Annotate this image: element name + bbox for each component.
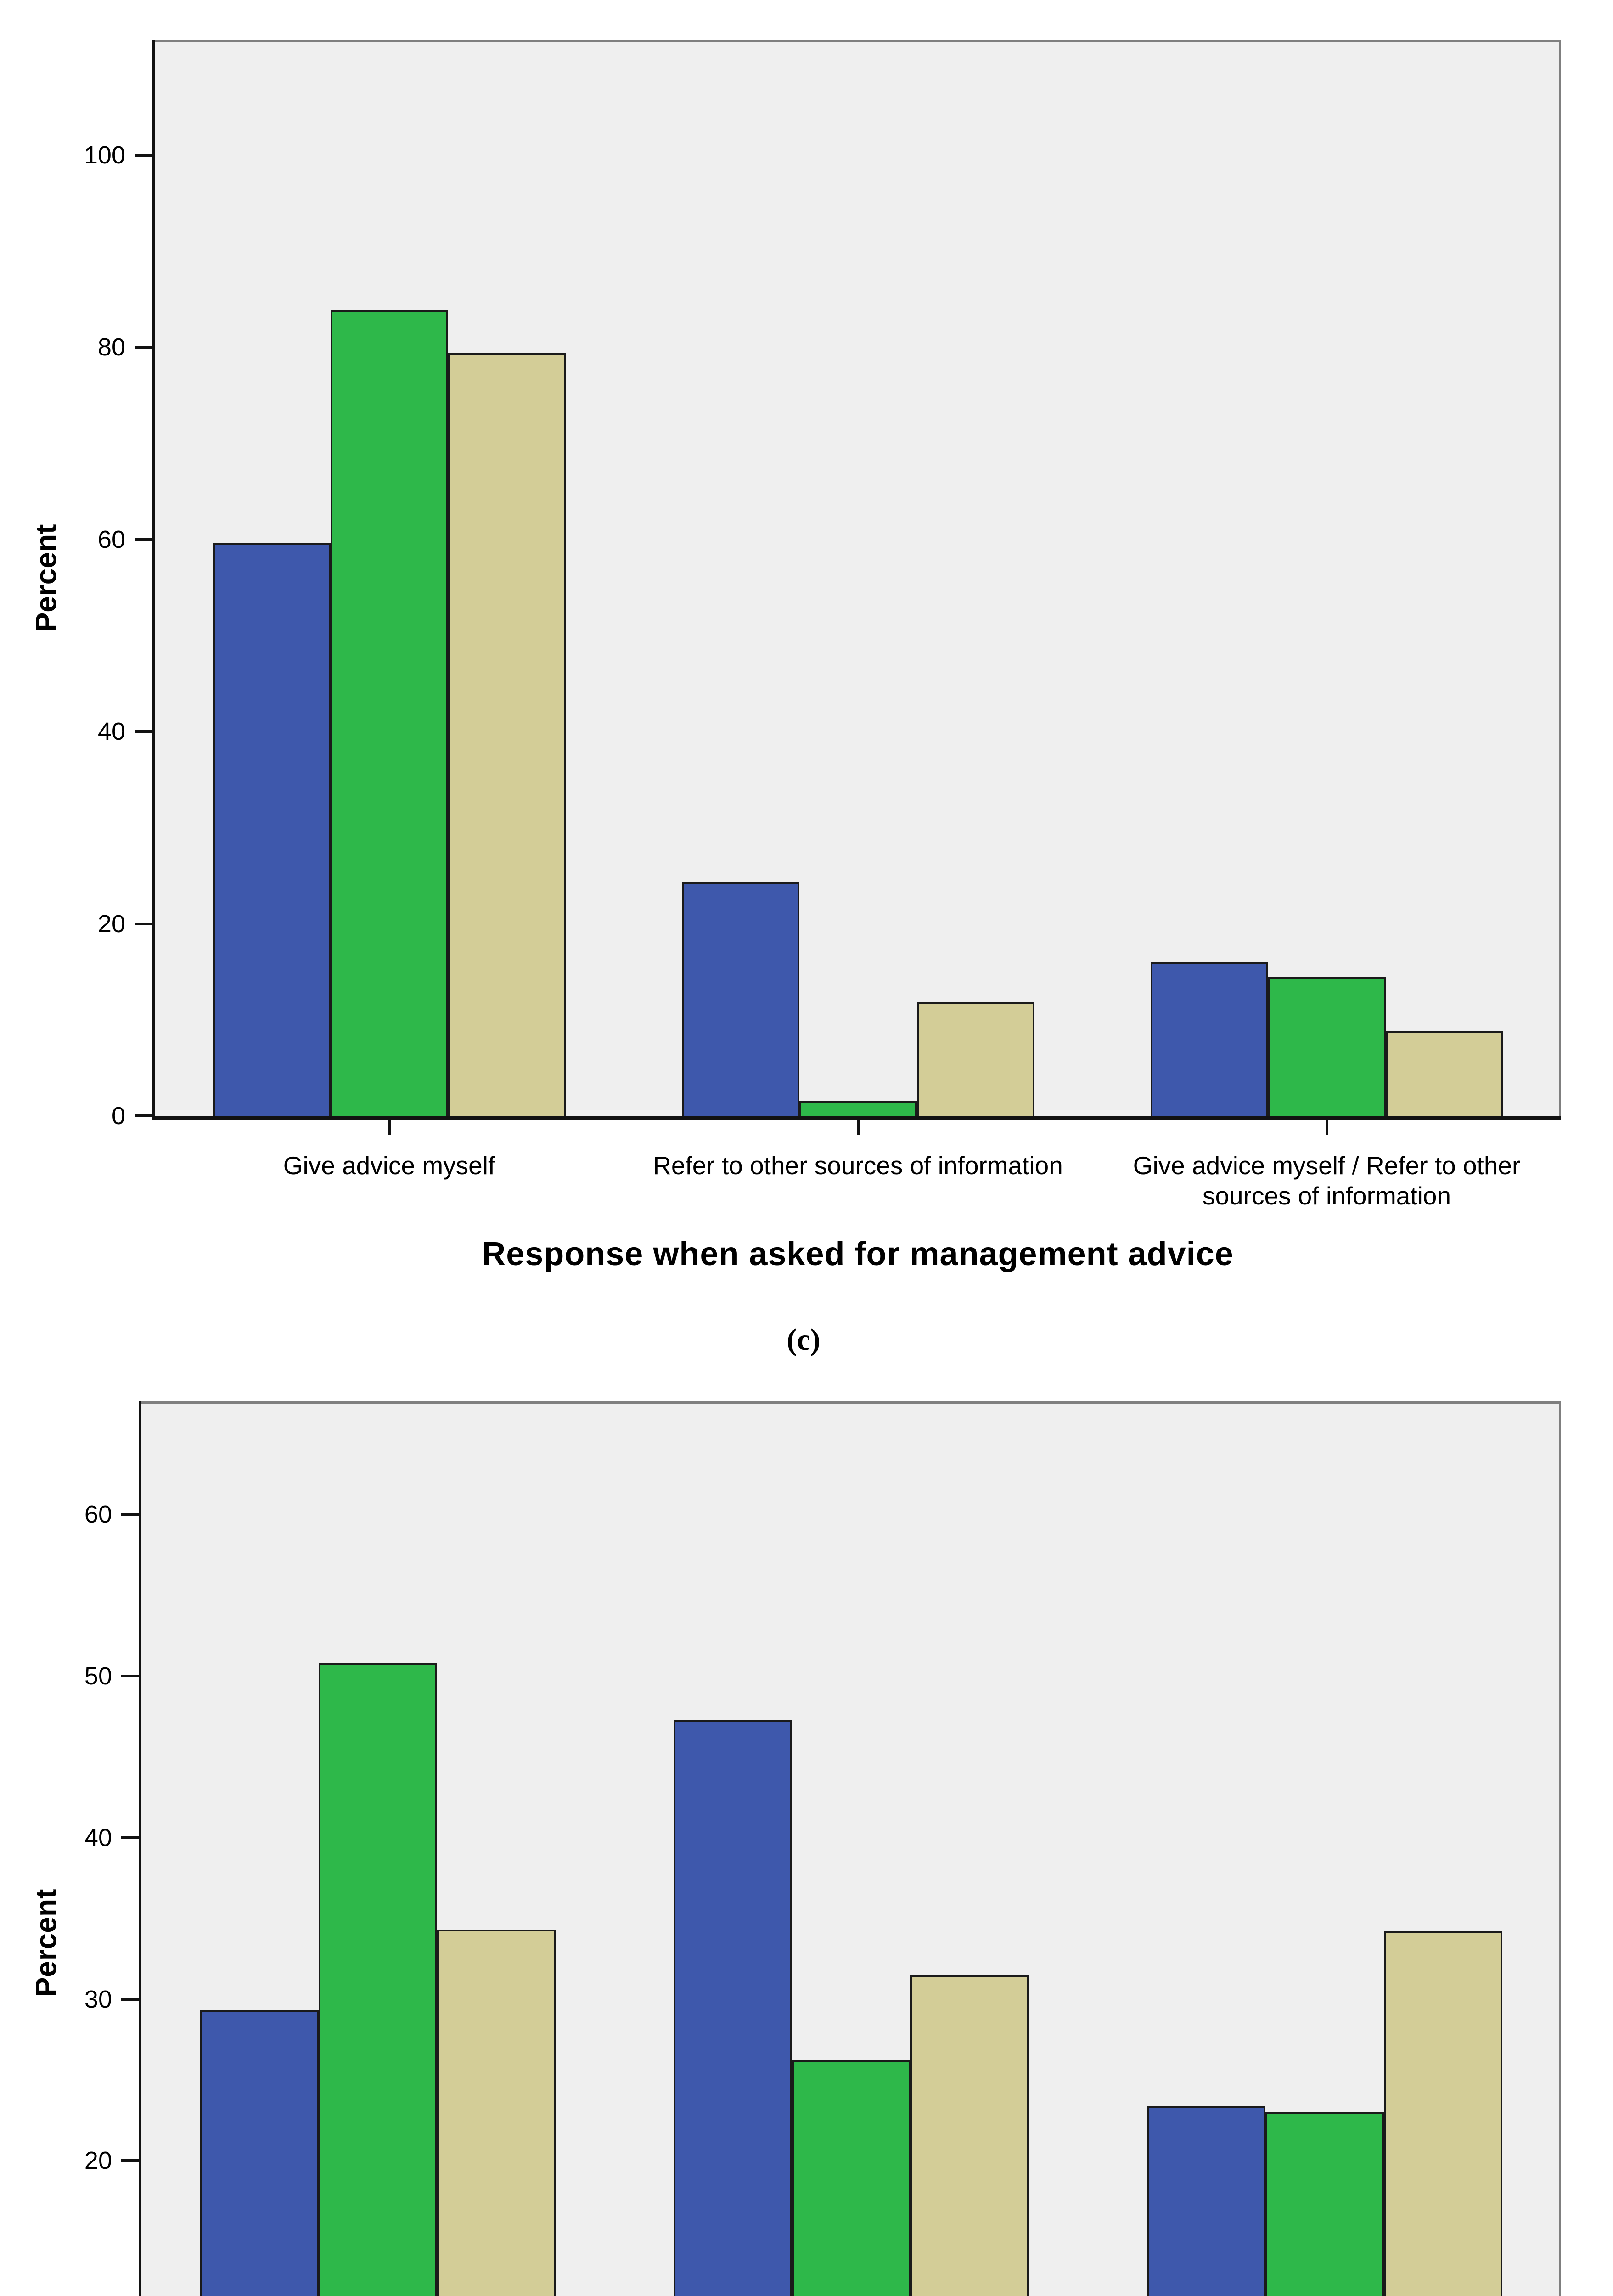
y-tick-mark [121,1836,139,1839]
y-tick-label: 50 [84,1662,112,1690]
y-tick-label: 40 [84,1823,112,1851]
bar-tan-cat2 [916,1002,1034,1116]
bar-green-cat2 [799,1101,917,1116]
bar-blue-cat3 [1150,962,1268,1116]
bar-tan-cat3 [1383,1931,1502,2296]
bar-tan-cat2 [910,1975,1029,2296]
x-axis-line [152,1116,1561,1120]
x-tick-mark [388,1120,391,1135]
plot-frame-right [1559,1401,1561,2296]
plot-frame-right [1559,40,1561,1116]
y-tick-label: 100 [84,141,125,169]
x-category-label: Give advice myself [283,1151,495,1180]
x-tick-mark [856,1120,860,1135]
y-tick-label: 60 [84,1501,112,1529]
y-tick-label: 80 [97,333,125,361]
y-tick-mark [135,154,152,157]
subfigure-caption-c: (c) [787,1323,821,1356]
y-tick-label: 20 [97,910,125,938]
y-axis-line [152,40,155,1116]
y-tick-mark [135,1114,152,1117]
y-tick-mark [135,922,152,925]
y-tick-mark [121,1513,139,1516]
y-tick-mark [135,730,152,733]
y-tick-mark [135,538,152,541]
plot-frame-top [155,40,1561,42]
bar-tan-cat1 [448,353,566,1116]
bar-blue-cat2 [674,1720,792,2296]
y-axis-line [139,1401,141,2296]
y-axis-title: Percent [29,524,62,632]
y-tick-mark [121,1998,139,2001]
bar-green-cat3 [1268,977,1386,1116]
bar-blue-cat3 [1147,2106,1265,2296]
bar-green-cat2 [792,2060,910,2296]
bar-blue-cat1 [200,2010,319,2296]
y-tick-mark [121,1675,139,1678]
x-category-label: Give advice myself / Refer to other sour… [1133,1151,1521,1210]
x-tick-mark [1325,1120,1328,1135]
bar-green-cat3 [1265,2112,1384,2296]
x-axis-title: Response when asked for management advic… [482,1236,1234,1272]
y-tick-label: 20 [84,2147,112,2175]
bar-tan-cat1 [437,1930,556,2296]
y-tick-mark [121,2159,139,2162]
bar-tan-cat3 [1385,1031,1503,1116]
bar-green-cat1 [319,1663,438,2296]
x-category-label: Refer to other sources of information [653,1151,1063,1180]
bar-blue-cat2 [681,882,799,1116]
y-tick-mark [135,346,152,349]
y-tick-label: 60 [97,525,125,553]
y-tick-label: 30 [84,1985,112,2013]
bar-green-cat1 [330,310,448,1116]
y-tick-label: 0 [111,1102,125,1130]
plot-frame-top [141,1401,1561,1404]
bar-blue-cat1 [213,543,331,1116]
y-tick-label: 40 [97,718,125,746]
